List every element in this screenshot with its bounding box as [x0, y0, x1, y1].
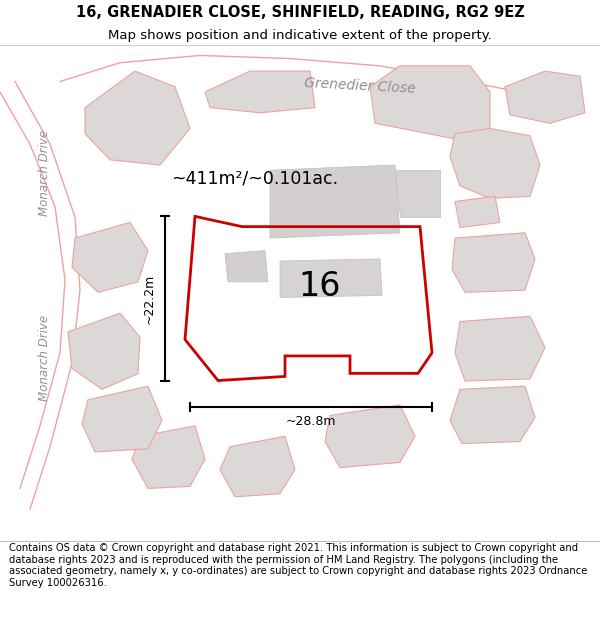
Text: ~22.2m: ~22.2m [143, 273, 155, 324]
Polygon shape [505, 71, 585, 123]
Polygon shape [68, 313, 140, 389]
Text: 16, GRENADIER CLOSE, SHINFIELD, READING, RG2 9EZ: 16, GRENADIER CLOSE, SHINFIELD, READING,… [76, 5, 524, 20]
Polygon shape [280, 259, 382, 298]
Text: Contains OS data © Crown copyright and database right 2021. This information is : Contains OS data © Crown copyright and d… [9, 543, 587, 588]
Polygon shape [455, 196, 500, 228]
Text: Grenedier Close: Grenedier Close [304, 76, 416, 96]
Polygon shape [132, 426, 205, 489]
Polygon shape [220, 436, 295, 497]
Polygon shape [72, 222, 148, 292]
Polygon shape [455, 316, 545, 381]
Text: ~411m²/~0.101ac.: ~411m²/~0.101ac. [172, 169, 338, 187]
Polygon shape [370, 66, 490, 139]
Polygon shape [270, 165, 400, 238]
Polygon shape [82, 386, 162, 452]
Polygon shape [205, 71, 315, 113]
Text: Map shows position and indicative extent of the property.: Map shows position and indicative extent… [108, 29, 492, 42]
Polygon shape [85, 71, 190, 165]
Polygon shape [395, 170, 440, 217]
Polygon shape [450, 386, 535, 444]
Polygon shape [452, 233, 535, 292]
Polygon shape [225, 251, 268, 282]
Polygon shape [325, 405, 415, 468]
Polygon shape [450, 129, 540, 198]
Text: 16: 16 [299, 269, 341, 302]
Text: Monarch Drive: Monarch Drive [38, 315, 52, 401]
Text: Monarch Drive: Monarch Drive [38, 130, 52, 216]
Text: ~28.8m: ~28.8m [286, 416, 336, 428]
